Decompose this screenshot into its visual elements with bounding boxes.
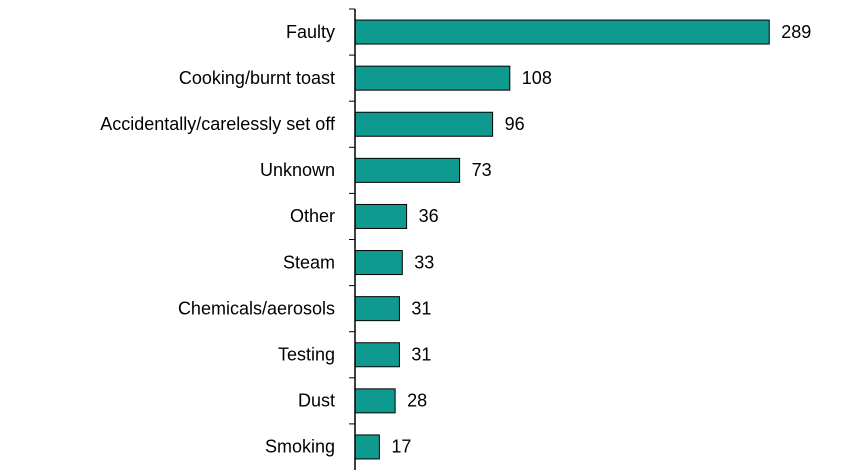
- bar: [354, 157, 461, 183]
- value-label: 289: [781, 22, 811, 42]
- bar: [354, 111, 494, 137]
- value-label: 108: [522, 68, 552, 88]
- category-label: Dust: [298, 391, 335, 411]
- category-label: Testing: [278, 345, 335, 365]
- bar: [354, 250, 403, 276]
- category-label: Unknown: [260, 160, 335, 180]
- category-label: Accidentally/carelessly set off: [100, 114, 336, 134]
- value-label: 31: [411, 298, 431, 318]
- category-label: Chemicals/aerosols: [178, 298, 335, 318]
- bar: [354, 296, 400, 322]
- value-label: 36: [419, 206, 439, 226]
- bar: [354, 342, 400, 368]
- category-label: Other: [290, 206, 335, 226]
- category-label: Cooking/burnt toast: [179, 68, 335, 88]
- value-label: 96: [505, 114, 525, 134]
- bar: [354, 203, 408, 229]
- value-label: 33: [414, 252, 434, 272]
- category-label: Smoking: [265, 437, 335, 457]
- category-label: Faulty: [286, 22, 335, 42]
- bar: [354, 65, 511, 91]
- category-label: Steam: [283, 252, 335, 272]
- value-label: 28: [407, 391, 427, 411]
- bar: [354, 388, 396, 414]
- value-label: 73: [472, 160, 492, 180]
- bar: [354, 19, 770, 45]
- value-label: 17: [391, 437, 411, 457]
- bar: [354, 434, 380, 460]
- value-label: 31: [411, 345, 431, 365]
